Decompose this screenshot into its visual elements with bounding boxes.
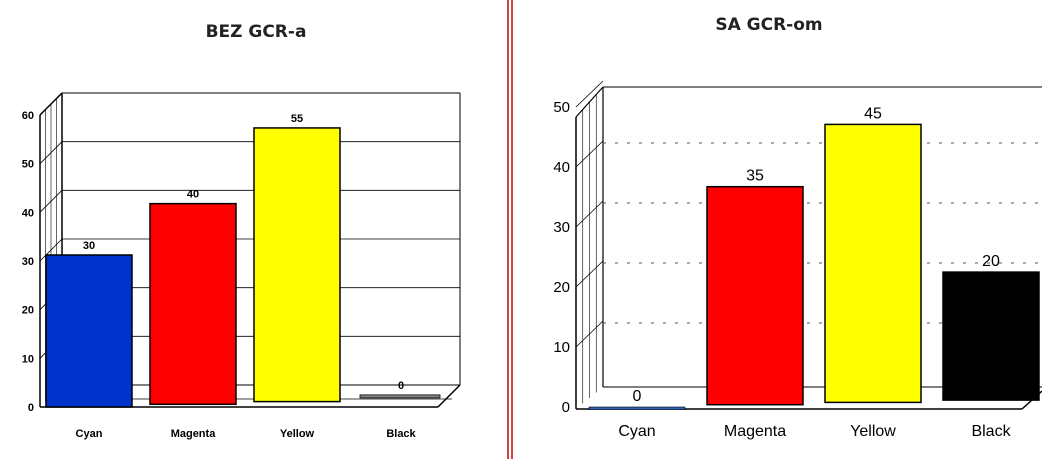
value-label-cyan: 30 [83, 240, 95, 252]
chart-b-value-labels: 0 35 45 20 [633, 105, 1000, 405]
bar-black [359, 394, 441, 399]
value-label-magenta: 40 [187, 189, 199, 201]
bar-yellow [253, 127, 341, 403]
y-tick-label: 20 [22, 305, 34, 317]
chart-a-y-ticks: 0 10 20 30 40 50 60 [22, 110, 34, 414]
value-label-black: 0 [398, 380, 404, 392]
chart-a-value-labels: 30 40 55 0 [83, 113, 404, 392]
y-tick-label: 10 [22, 353, 34, 365]
value-label-yellow: 55 [291, 113, 303, 125]
y-tick-label: 50 [553, 99, 570, 116]
chart-b-category-labels: Cyan Magenta Yellow Black [618, 423, 1011, 440]
category-label-black: Black [971, 423, 1011, 440]
bar-black [942, 271, 1040, 401]
bar-cyan [45, 254, 133, 408]
value-label-yellow: 45 [864, 105, 882, 122]
y-tick-label: 50 [22, 159, 34, 171]
chart-b-bars [588, 123, 1040, 410]
chart-b-frame [575, 86, 1042, 410]
value-label-magenta: 35 [746, 168, 764, 185]
value-label-black: 20 [982, 253, 1000, 270]
chart-sa-gcr-om: SA GCR-om 0 10 20 30 40 50 0 35 45 20 Cyan Magent… [553, 15, 1042, 440]
bar-magenta [149, 202, 237, 406]
chart-b-y-ticks: 0 10 20 30 40 50 [553, 99, 570, 416]
bar-cyan [588, 406, 686, 410]
y-tick-label: 30 [553, 219, 570, 236]
category-label-cyan: Cyan [618, 423, 655, 440]
category-label-yellow: Yellow [280, 428, 315, 440]
chart-b-gridlines [575, 80, 1042, 348]
category-label-cyan: Cyan [76, 428, 103, 440]
divider [507, 0, 513, 459]
category-label-magenta: Magenta [724, 423, 786, 440]
y-tick-label: 10 [553, 339, 570, 356]
bar-yellow [824, 123, 922, 404]
category-label-black: Black [386, 428, 416, 440]
y-tick-label: 0 [562, 399, 570, 416]
y-tick-label: 60 [22, 110, 34, 122]
y-tick-label: 0 [28, 402, 34, 414]
y-tick-label: 30 [22, 256, 34, 268]
y-tick-label: 40 [22, 207, 34, 219]
chart-bez-gcr-a: BEZ GCR-a 0 10 20 30 40 50 60 30 40 55 0 Cyan Mage… [22, 22, 461, 440]
chart-b-title: SA GCR-om [715, 15, 822, 35]
y-tick-label: 40 [553, 159, 570, 176]
category-label-magenta: Magenta [171, 428, 217, 440]
category-label-yellow: Yellow [850, 423, 896, 440]
y-tick-label: 20 [553, 279, 570, 296]
value-label-cyan: 0 [633, 388, 642, 405]
chart-a-bars [45, 127, 441, 408]
chart-a-title: BEZ GCR-a [206, 22, 307, 42]
chart-a-category-labels: Cyan Magenta Yellow Black [76, 428, 417, 440]
bar-magenta [706, 185, 804, 406]
